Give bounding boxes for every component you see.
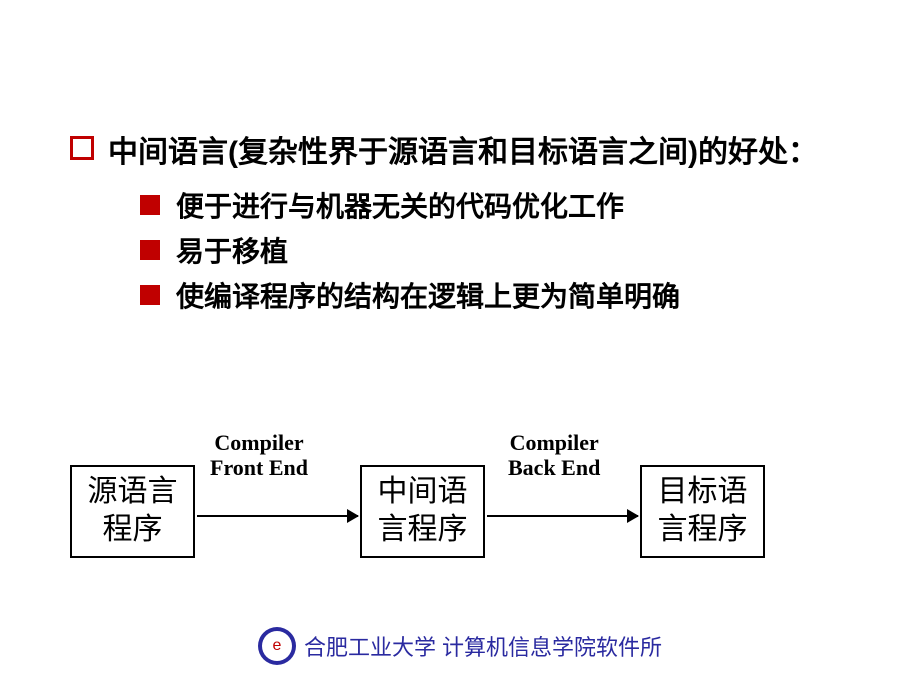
sub-bullet: 便于进行与机器无关的代码优化工作	[140, 187, 850, 226]
sub-text: 使编译程序的结构在逻辑上更为简单明确	[176, 277, 680, 316]
bullet-square-outline-icon	[70, 136, 94, 160]
slide: 中间语言(复杂性界于源语言和目标语言之间)的好处： 便于进行与机器无关的代码优化…	[0, 0, 920, 690]
main-bullet: 中间语言(复杂性界于源语言和目标语言之间)的好处：	[70, 130, 850, 175]
box-line: 中间语	[378, 475, 468, 508]
sub-bullet: 易于移植	[140, 232, 850, 271]
label-line: Front End	[210, 455, 308, 480]
box-source: 源语言 程序	[70, 465, 195, 558]
box-line: 源语言	[88, 475, 178, 508]
footer: e 合肥工业大学 计算机信息学院软件所	[0, 627, 920, 665]
sub-text: 易于移植	[176, 232, 288, 271]
sub-list: 便于进行与机器无关的代码优化工作 易于移植 使编译程序的结构在逻辑上更为简单明确	[140, 187, 850, 317]
sub-text: 便于进行与机器无关的代码优化工作	[176, 187, 624, 226]
label-line: Compiler	[214, 430, 303, 455]
bullet-square-fill-icon	[140, 195, 160, 215]
arrow-label-back-end: Compiler Back End	[508, 430, 600, 481]
bullet-square-fill-icon	[140, 240, 160, 260]
box-line: 言程序	[658, 513, 748, 546]
logo-letter: e	[272, 637, 281, 655]
main-title: 中间语言(复杂性界于源语言和目标语言之间)的好处：	[108, 130, 818, 175]
arrow-icon	[197, 515, 358, 517]
box-line: 目标语	[658, 475, 748, 508]
arrow-icon	[487, 515, 638, 517]
box-line: 程序	[103, 513, 163, 546]
sub-bullet: 使编译程序的结构在逻辑上更为简单明确	[140, 277, 850, 316]
box-target: 目标语 言程序	[640, 465, 765, 558]
footer-text: 合肥工业大学 计算机信息学院软件所	[304, 630, 662, 662]
bullet-square-fill-icon	[140, 285, 160, 305]
logo-inner: e	[262, 631, 292, 661]
box-line: 言程序	[378, 513, 468, 546]
label-line: Back End	[508, 455, 600, 480]
flow-diagram: 源语言 程序 Compiler Front End 中间语 言程序 Compil…	[60, 430, 860, 570]
label-line: Compiler	[510, 430, 599, 455]
arrow-label-front-end: Compiler Front End	[210, 430, 308, 481]
university-logo-icon: e	[258, 627, 296, 665]
box-intermediate: 中间语 言程序	[360, 465, 485, 558]
